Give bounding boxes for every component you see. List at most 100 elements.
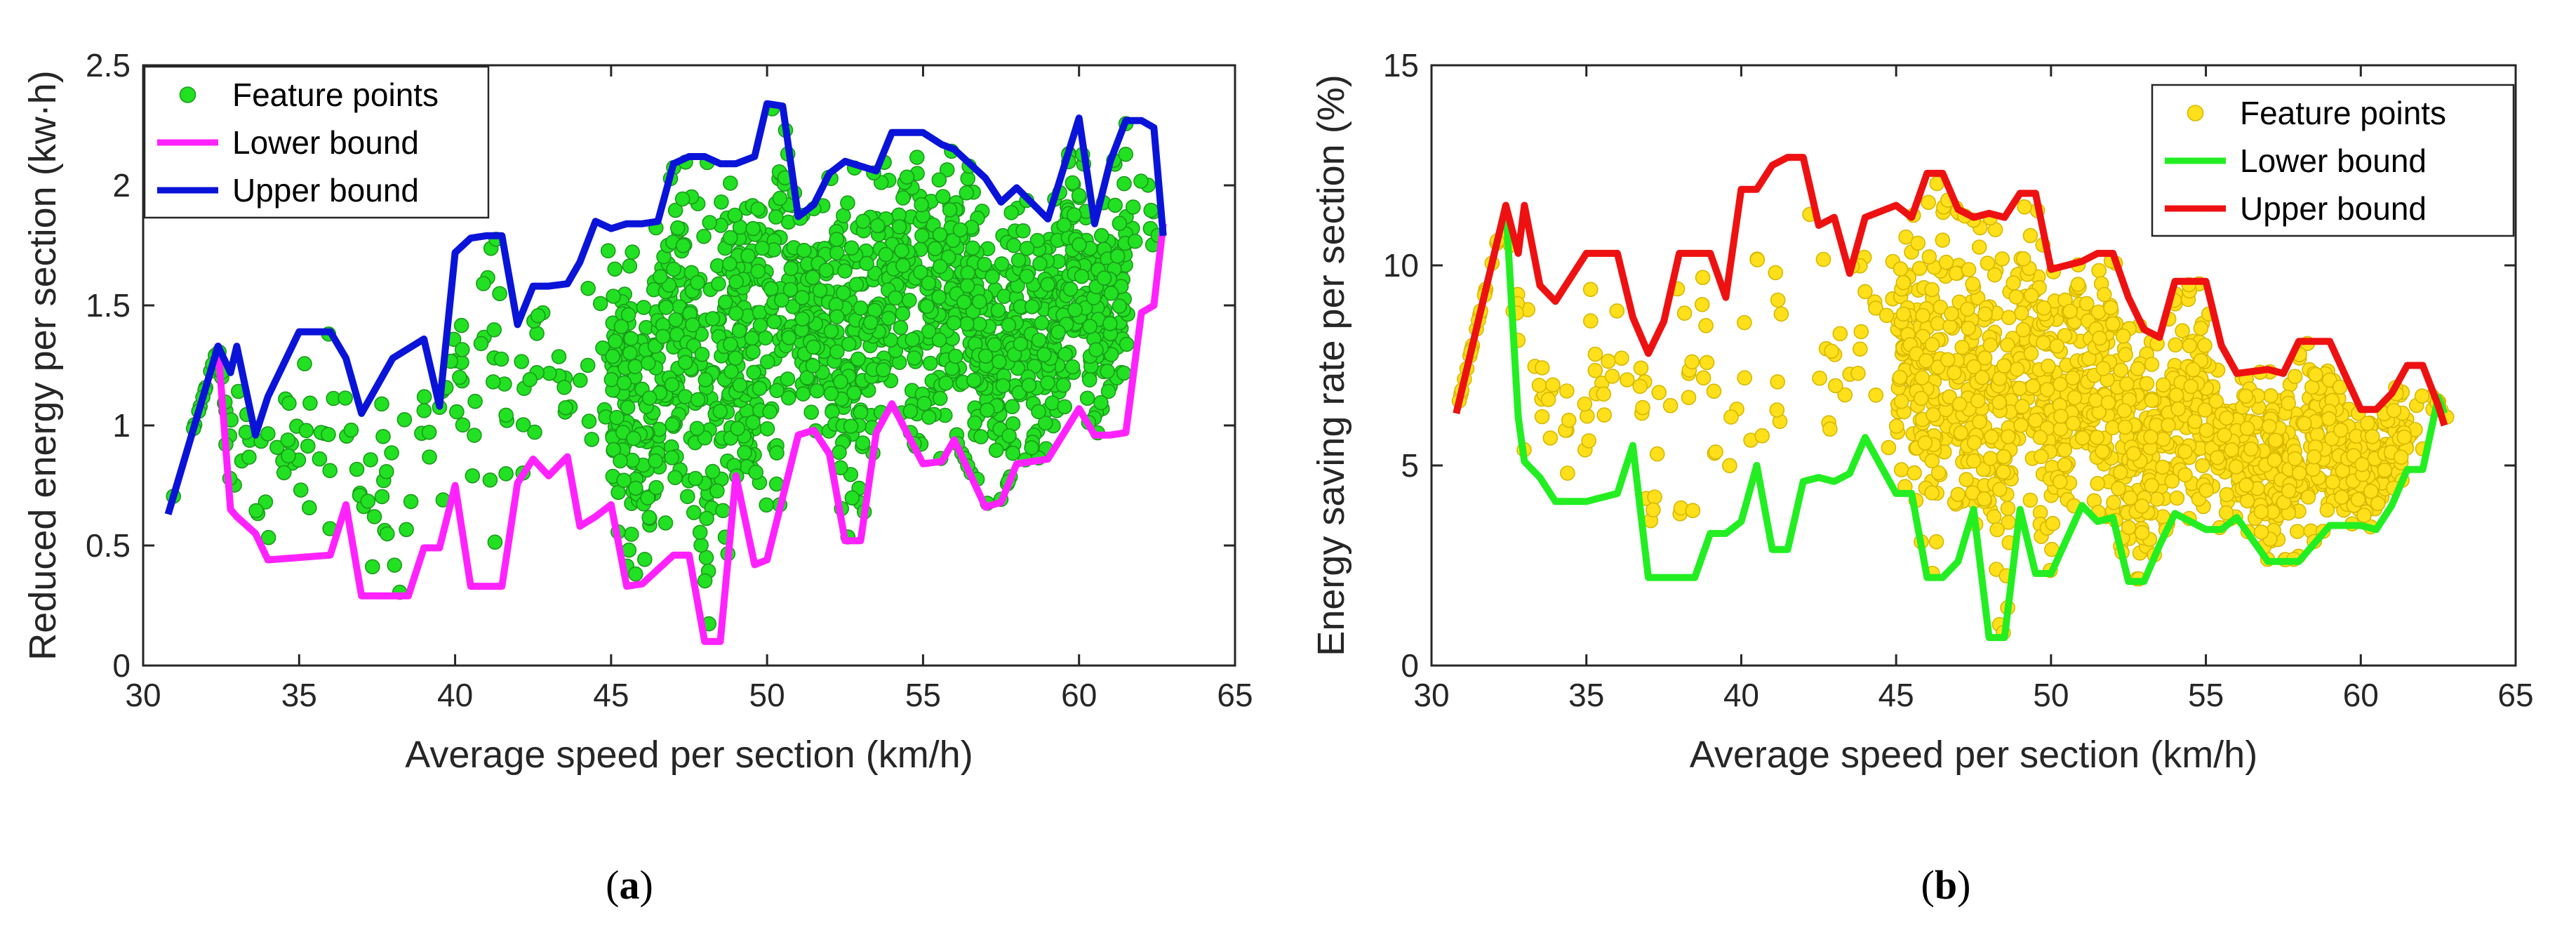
feature-point (1878, 307, 1895, 324)
feature-point (723, 230, 738, 246)
feature-point (781, 330, 797, 345)
feature-point (281, 448, 296, 464)
feature-point (959, 278, 975, 293)
feature-point (1620, 372, 1635, 388)
feature-point (894, 243, 909, 258)
feature-point (1913, 390, 1929, 406)
feature-point (2103, 300, 2118, 316)
upper-bound-line-a (164, 100, 1167, 515)
feature-point (2116, 403, 2133, 418)
feature-point (1942, 389, 1957, 405)
feature-point (781, 390, 796, 406)
feature-point (580, 280, 596, 296)
feature-point (1749, 252, 1766, 267)
feature-point (869, 218, 886, 234)
feature-point (1587, 346, 1603, 362)
feature-point (2067, 390, 2083, 406)
feature-point (1958, 472, 1974, 487)
feature-point (1954, 339, 1970, 355)
chart-panel-a: 30 35 40 45 50 55 60 65 0 0.5 1 1.5 2 2.5 Average spe… (22, 47, 1253, 908)
feature-point (1021, 377, 1037, 393)
feature-point (1116, 176, 1132, 192)
feature-point (403, 494, 419, 510)
feature-point (2036, 300, 2052, 316)
feature-point (558, 399, 573, 416)
feature-point (2057, 328, 2073, 343)
y-tick-label: 0 (112, 647, 131, 684)
feature-point (1924, 485, 1940, 501)
feature-point (931, 332, 947, 348)
feature-point (1994, 251, 2010, 267)
feature-point (902, 403, 919, 419)
feature-point (1977, 350, 1993, 366)
feature-point (1996, 464, 2011, 480)
feature-point (709, 483, 725, 499)
feature-point (580, 357, 596, 373)
feature-point (677, 355, 693, 371)
feature-point (2224, 442, 2239, 458)
feature-point (823, 323, 839, 339)
feature-point (421, 424, 437, 440)
feature-point (606, 442, 622, 458)
feature-point (622, 345, 638, 361)
feature-point (714, 194, 729, 210)
feature-point (812, 282, 828, 298)
feature-point (1965, 276, 1980, 292)
feature-point (2075, 430, 2090, 446)
feature-point (1540, 392, 1556, 407)
feature-point (2193, 320, 2209, 336)
feature-point (1924, 282, 1940, 298)
feature-point (2001, 310, 2017, 326)
feature-point (2197, 402, 2213, 418)
feature-point (1582, 282, 1599, 298)
feature-point (2161, 417, 2176, 433)
feature-point (2053, 474, 2068, 490)
feature-point (846, 385, 862, 401)
feature-point (744, 330, 760, 346)
feature-point (667, 470, 683, 486)
feature-point (677, 389, 693, 404)
feature-point (959, 316, 975, 332)
feature-point (977, 348, 994, 364)
feature-point (823, 385, 839, 402)
feature-point (748, 464, 763, 480)
feature-point (1910, 235, 1926, 251)
feature-point (1893, 462, 1909, 477)
feature-point (1976, 491, 1992, 507)
feature-point (2325, 474, 2341, 490)
feature-point (855, 213, 871, 230)
feature-point (2057, 442, 2073, 458)
feature-point (623, 331, 639, 347)
feature-point (745, 220, 761, 237)
feature-point (994, 256, 1010, 272)
feature-point (2122, 490, 2138, 506)
feature-point (2125, 446, 2142, 462)
feature-point (2117, 419, 2133, 435)
feature-point (2308, 366, 2323, 383)
feature-point (1559, 383, 1575, 399)
feature-point (2183, 378, 2199, 395)
feature-point (752, 317, 768, 333)
feature-point (1822, 421, 1838, 437)
feature-point (2219, 410, 2234, 426)
feature-point (302, 395, 318, 411)
feature-point (1093, 395, 1109, 411)
feature-point (487, 534, 503, 550)
feature-point (1004, 399, 1020, 415)
feature-point (2306, 449, 2322, 465)
feature-point (2239, 493, 2255, 509)
feature-point (722, 256, 738, 272)
feature-point (1535, 360, 1550, 376)
feature-point (2243, 441, 2259, 457)
feature-point (1893, 261, 1909, 277)
feature-point (1815, 251, 1831, 267)
feature-point (1940, 352, 1956, 368)
feature-point (2134, 498, 2150, 514)
feature-point (1951, 396, 1968, 412)
feature-point (1737, 315, 1752, 331)
feature-point (1895, 306, 1911, 322)
feature-point (2015, 322, 2031, 338)
feature-point (1685, 503, 1701, 519)
feature-point (737, 444, 752, 461)
feature-point (2088, 392, 2104, 409)
